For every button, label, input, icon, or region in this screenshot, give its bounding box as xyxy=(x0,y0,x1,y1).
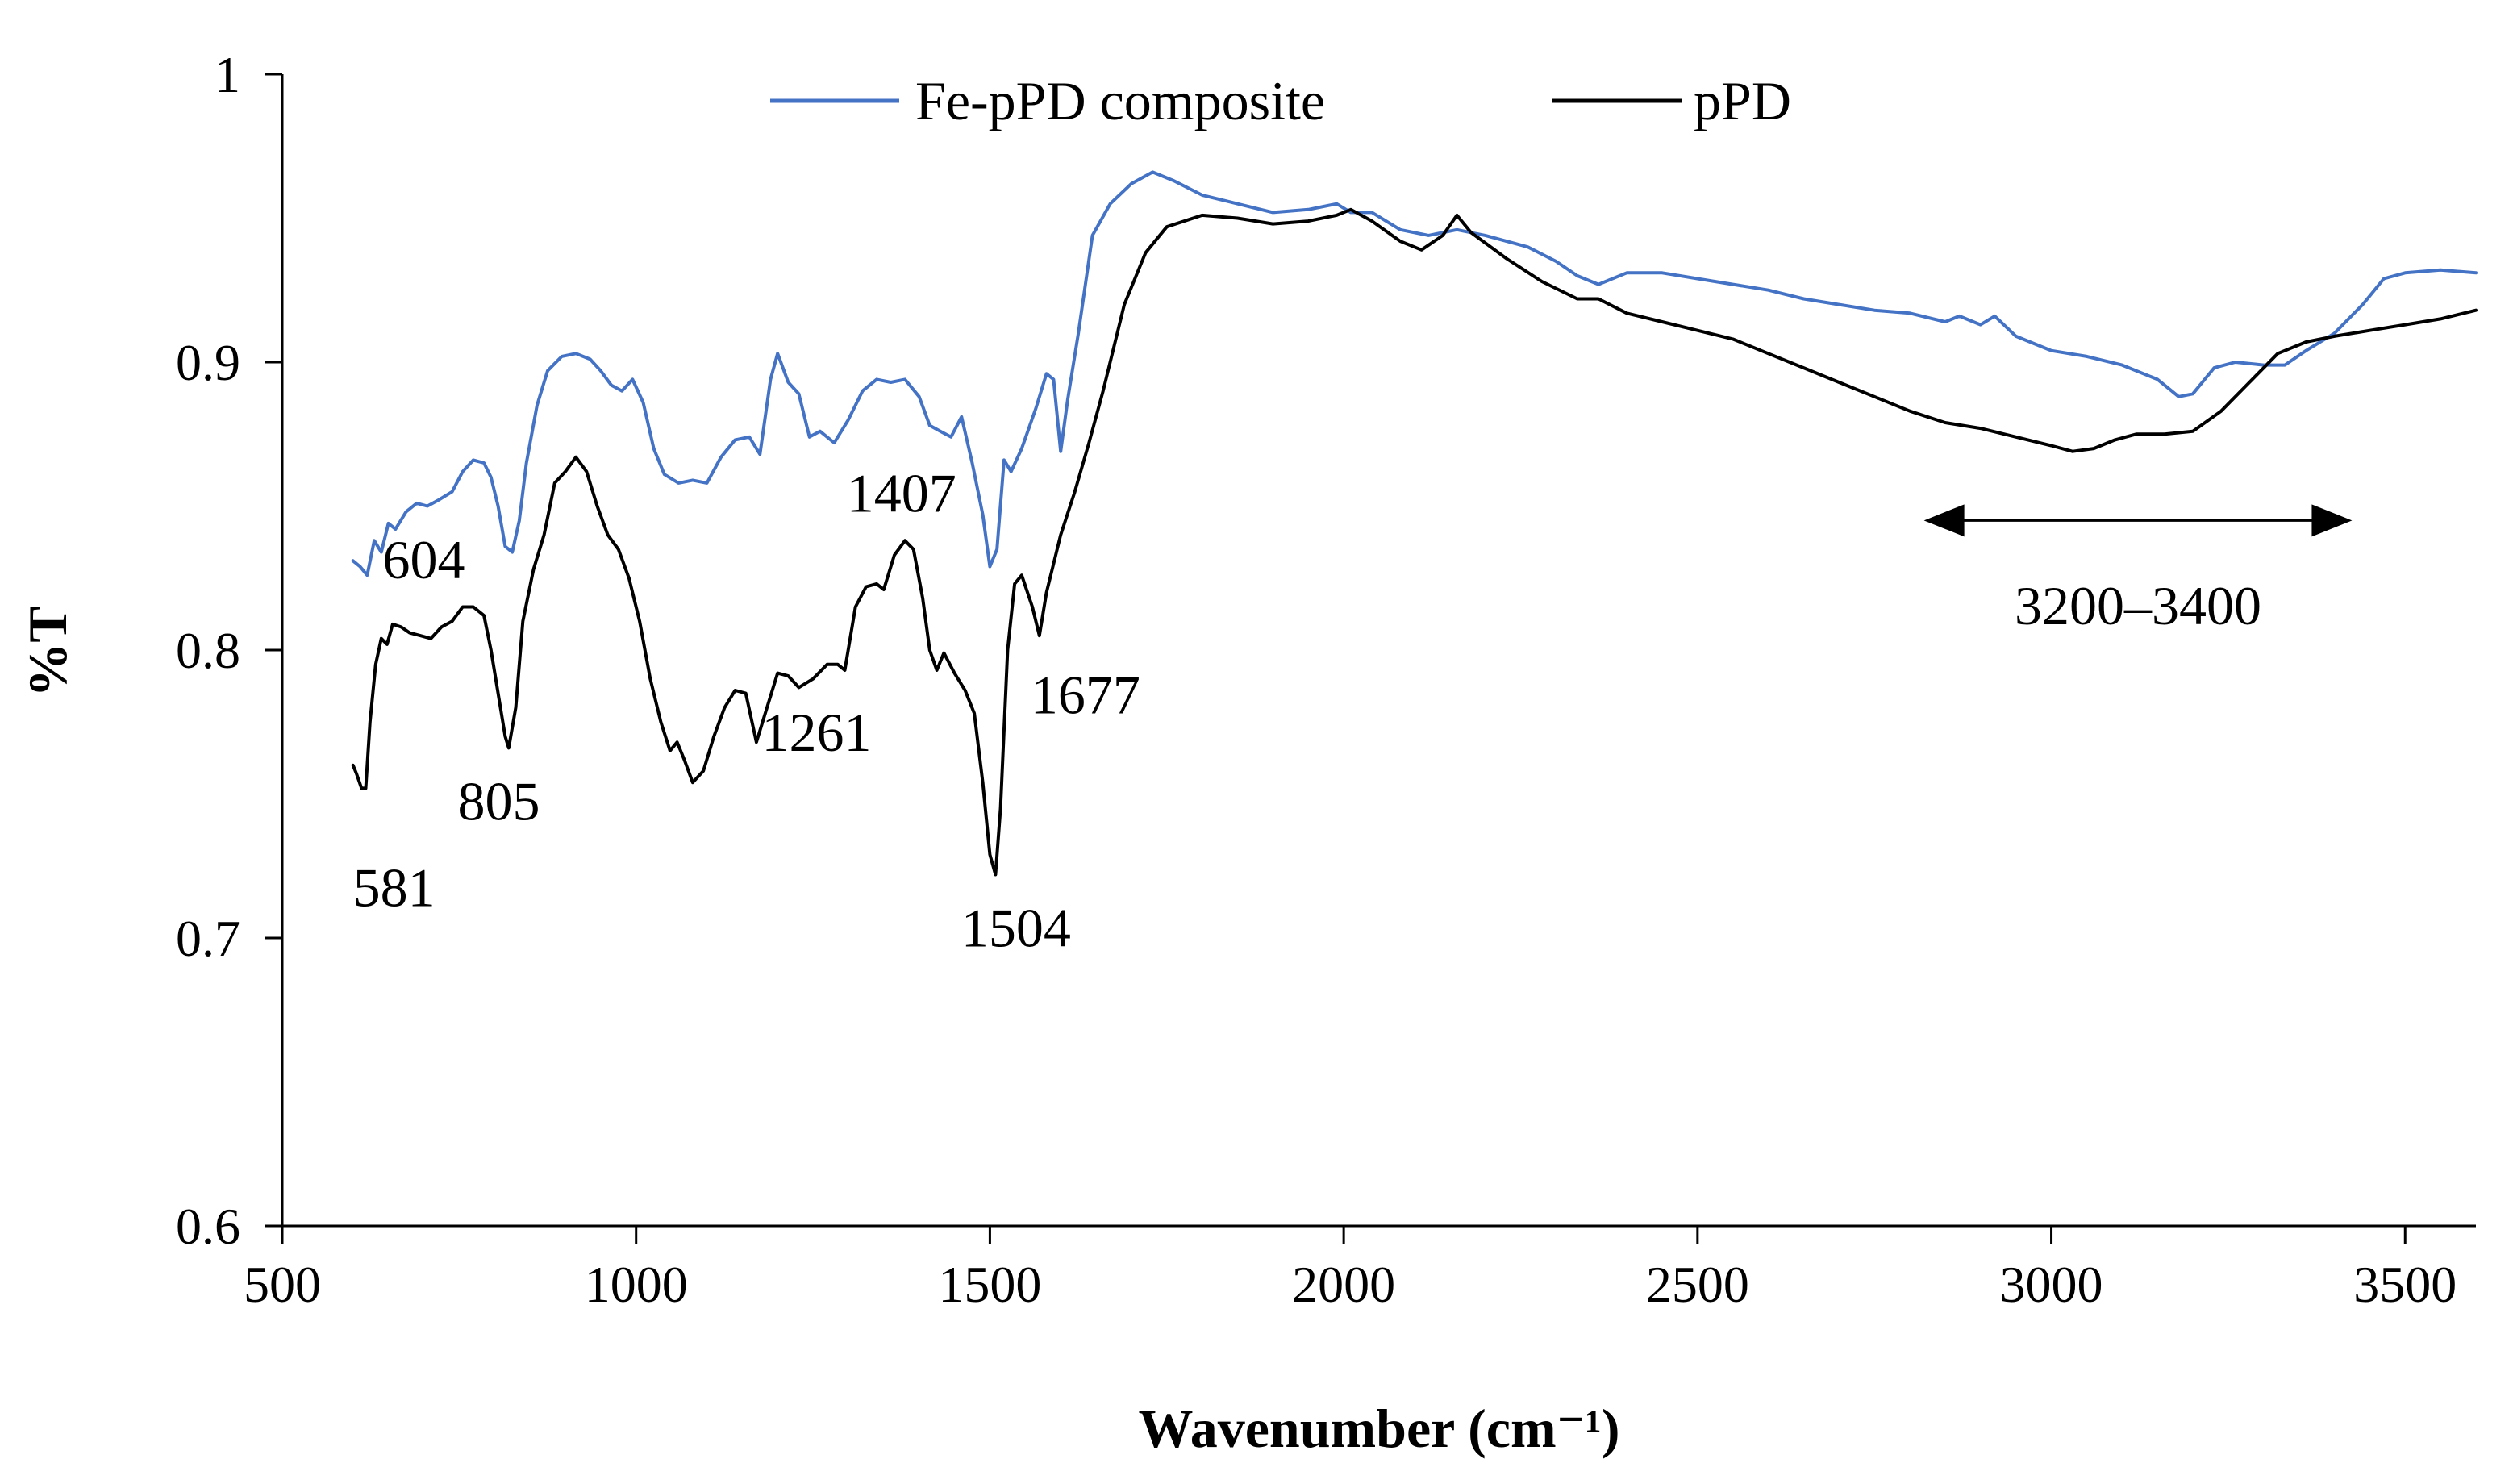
y-tick-label: 1 xyxy=(215,46,240,103)
y-axis-title: %T xyxy=(17,606,78,697)
legend: Fe-pPD composite pPD xyxy=(770,70,1791,131)
x-tick-label: 1000 xyxy=(585,1256,688,1313)
y-tick-label: 0.9 xyxy=(176,334,240,391)
peak-label: 581 xyxy=(353,857,436,919)
peak-label: 1677 xyxy=(1031,665,1140,726)
range-label: 3200–3400 xyxy=(2015,575,2261,636)
series-line-0 xyxy=(351,170,2478,577)
range-arrow-right-head xyxy=(2311,504,2353,537)
y-tick-label: 0.7 xyxy=(176,910,240,967)
axes: 500 1000 1500 2000 2500 3000 3500 0.6 0.7 0.8 0.9 1 xyxy=(176,46,2476,1313)
y-tick-label: 0.6 xyxy=(176,1198,240,1255)
legend-label-0: Fe-pPD composite xyxy=(915,70,1325,131)
x-tick-label: 1500 xyxy=(938,1256,1041,1313)
x-tick-label: 2000 xyxy=(1292,1256,1395,1313)
peak-label: 604 xyxy=(382,529,465,590)
x-tick-label: 3500 xyxy=(2353,1256,2457,1313)
peak-label: 1407 xyxy=(847,463,956,524)
x-tick-label: 2500 xyxy=(1646,1256,1749,1313)
series-layer xyxy=(351,170,2478,877)
y-tick-label: 0.8 xyxy=(176,622,240,679)
peak-label: 1504 xyxy=(961,898,1071,959)
range-arrow-left-head xyxy=(1923,504,1965,537)
peak-label: 1261 xyxy=(761,702,871,763)
legend-label-1: pPD xyxy=(1694,70,1791,131)
series-line-1 xyxy=(351,207,2478,877)
peak-label: 805 xyxy=(457,771,540,832)
annotations: 604 581 805 1407 1261 1504 1677 3200–3400 xyxy=(353,463,2353,959)
x-axis-title: Wavenumber (cm⁻¹) xyxy=(1138,1398,1619,1459)
x-tick-label: 500 xyxy=(244,1256,321,1313)
x-tick-label: 3000 xyxy=(2000,1256,2103,1313)
